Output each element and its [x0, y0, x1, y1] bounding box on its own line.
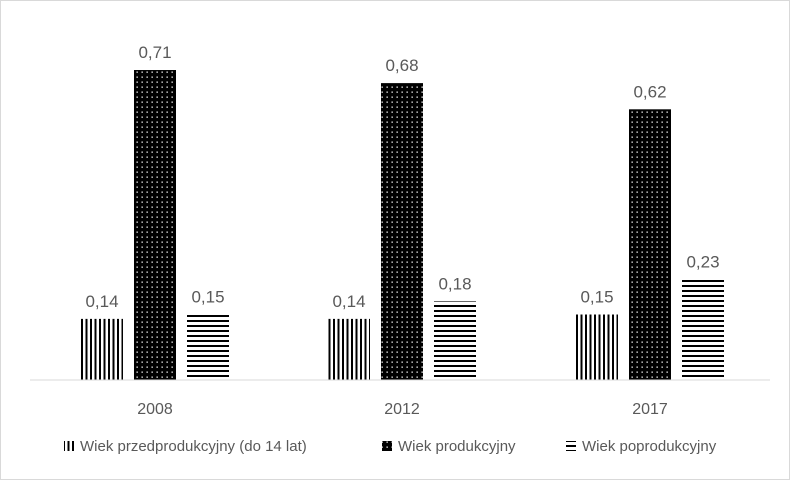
legend-swatch-wiek-poprodukcyjny — [566, 441, 576, 451]
data-label-wiek-poprodukcyjny-2012: 0,18 — [438, 274, 471, 293]
x-tick-labels: 2008 2012 2017 — [137, 401, 668, 418]
data-label-wiek-produkcyjny-2012: 0,68 — [385, 56, 418, 75]
bar-wiek-produkcyjny-2008 — [134, 70, 176, 380]
x-tick-label-2017: 2017 — [632, 401, 668, 418]
bar-wiek-produkcyjny-2012 — [381, 83, 423, 380]
bar-wiek-poprodukcyjny-2017 — [682, 279, 724, 380]
bars — [81, 70, 724, 381]
bar-wiek-produkcyjny-2017 — [629, 109, 671, 381]
x-tick-label-2012: 2012 — [384, 401, 420, 418]
data-label-wiek-przedprodukcyjny-do-14-lat-2017: 0,15 — [580, 288, 613, 307]
legend-label-wiek-produkcyjny: Wiek produkcyjny — [398, 438, 516, 455]
x-tick-label-2008: 2008 — [137, 401, 173, 418]
data-label-wiek-produkcyjny-2008: 0,71 — [138, 43, 171, 62]
bar-wiek-poprodukcyjny-2012 — [434, 301, 476, 380]
data-label-wiek-poprodukcyjny-2008: 0,15 — [191, 288, 224, 307]
data-label-wiek-przedprodukcyjny-do-14-lat-2008: 0,14 — [85, 292, 118, 311]
legend-swatch-wiek-produkcyjny — [382, 441, 392, 451]
bar-wiek-przedprodukcyjny-do-14-lat-2017 — [576, 314, 618, 380]
data-label-wiek-przedprodukcyjny-do-14-lat-2012: 0,14 — [332, 292, 365, 311]
legend-swatch-wiek-przedprodukcyjny-do-14-lat — [64, 441, 74, 451]
data-labels: 0,14 0,14 0,15 0,71 0,68 0,62 0,15 0,18 0,23 — [85, 43, 719, 311]
data-label-wiek-poprodukcyjny-2017: 0,23 — [686, 253, 719, 272]
bar-wiek-przedprodukcyjny-do-14-lat-2012 — [328, 318, 370, 380]
legend: Wiek przedprodukcyjny (do 14 lat) Wiek pr… — [64, 438, 717, 455]
bar-wiek-przedprodukcyjny-do-14-lat-2008 — [81, 318, 123, 380]
bar-wiek-poprodukcyjny-2008 — [187, 314, 229, 380]
legend-label-wiek-przedprodukcyjny-do-14-lat: Wiek przedprodukcyjny (do 14 lat) — [80, 438, 307, 455]
legend-label-wiek-poprodukcyjny: Wiek poprodukcyjny — [582, 438, 717, 455]
data-label-wiek-produkcyjny-2017: 0,62 — [633, 82, 666, 101]
